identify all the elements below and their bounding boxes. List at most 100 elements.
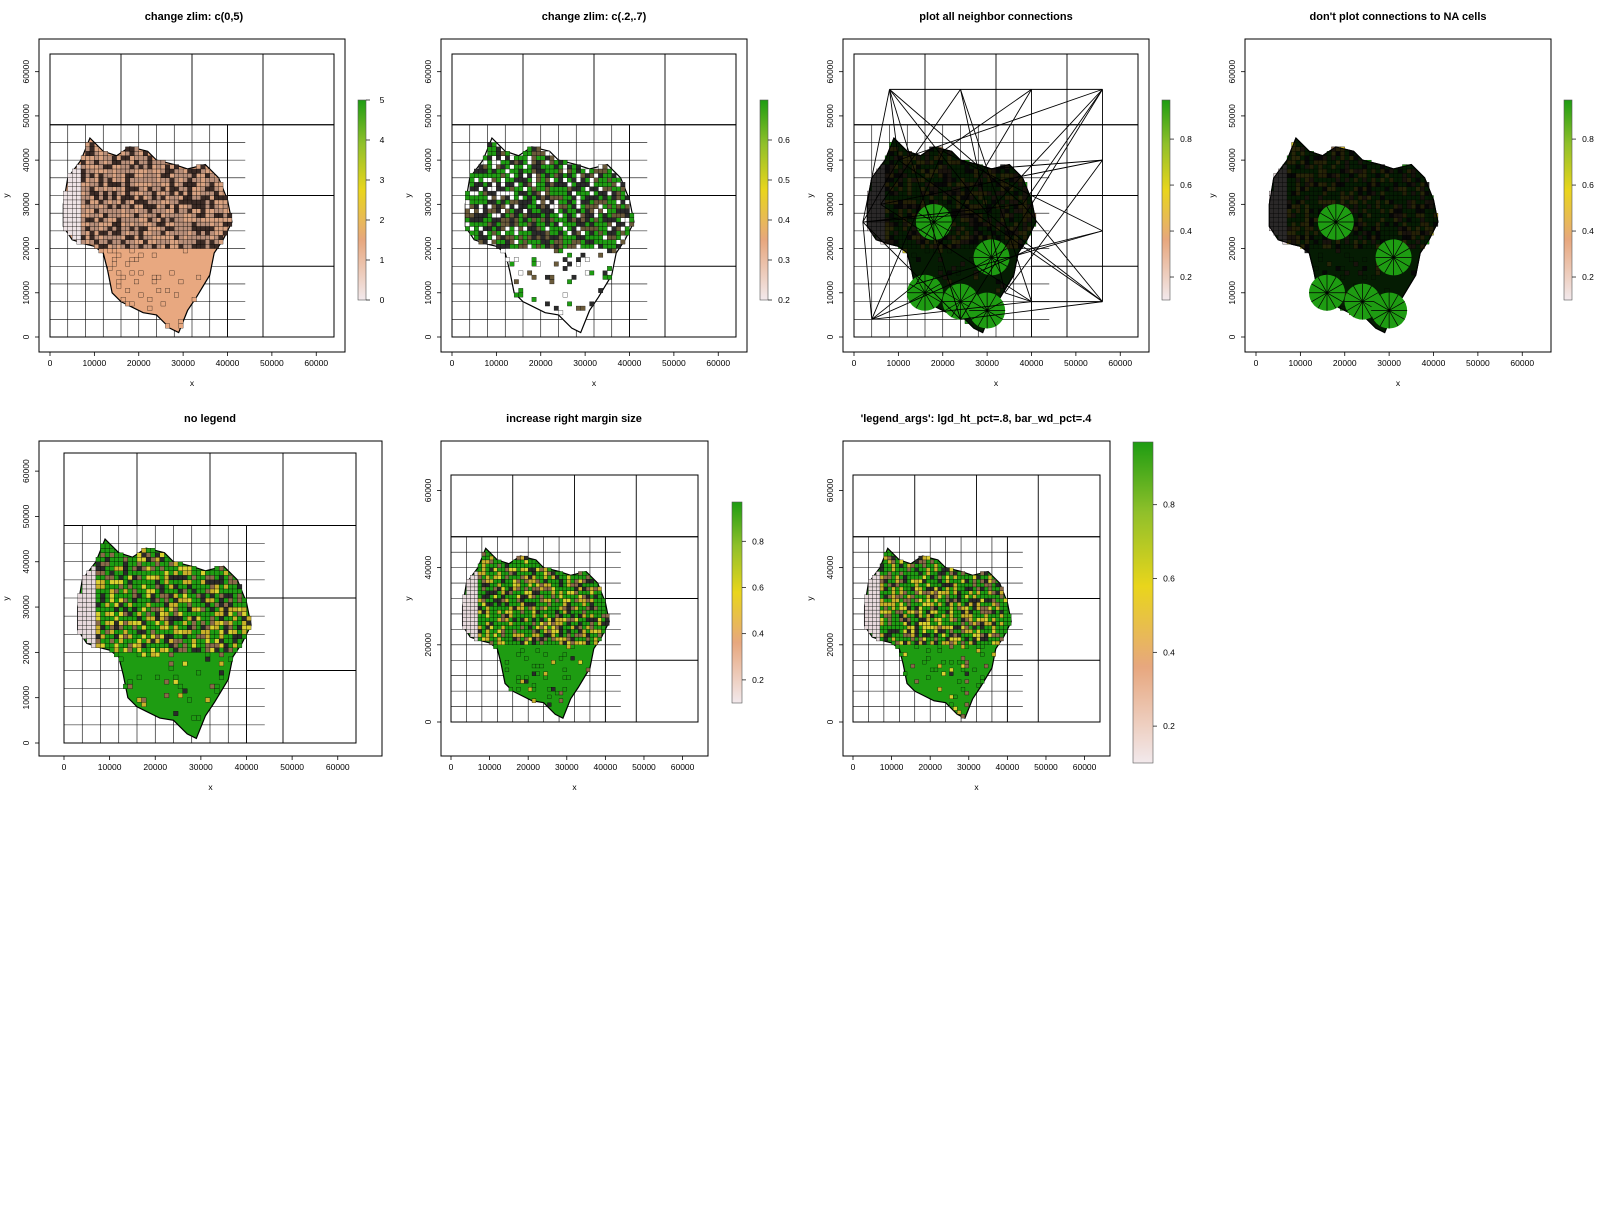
cell — [567, 583, 571, 587]
cell — [470, 218, 474, 222]
x-tick-label: 50000 — [1064, 358, 1088, 368]
cell — [178, 607, 183, 612]
cell — [482, 571, 486, 575]
cell — [524, 591, 528, 595]
cell — [528, 571, 532, 575]
cell — [87, 575, 92, 580]
cell — [169, 661, 174, 666]
cell — [160, 607, 165, 612]
cell — [128, 603, 133, 608]
cell — [205, 698, 210, 703]
cell — [519, 271, 523, 275]
cell — [572, 244, 576, 248]
cell — [87, 634, 92, 639]
cell — [146, 603, 151, 608]
cell — [559, 633, 563, 637]
cell — [205, 226, 209, 230]
cell — [544, 606, 548, 610]
cell — [598, 173, 602, 177]
cell — [119, 553, 124, 558]
cell — [547, 614, 551, 618]
cell — [493, 618, 497, 622]
cell — [532, 610, 536, 614]
cell — [151, 553, 156, 558]
cell — [187, 616, 192, 621]
cell — [142, 648, 147, 653]
cell — [179, 226, 183, 230]
cell — [547, 695, 551, 699]
cell — [132, 634, 137, 639]
cell — [470, 213, 474, 217]
cell — [160, 571, 165, 576]
x-axis-label: x — [1396, 378, 1401, 388]
cell — [130, 213, 134, 217]
cell — [90, 187, 94, 191]
cell — [536, 618, 540, 622]
cell — [536, 564, 540, 568]
cell — [496, 169, 500, 173]
cell — [108, 226, 112, 230]
cell — [78, 625, 83, 630]
cell — [99, 226, 103, 230]
cell — [581, 244, 585, 248]
cell — [563, 629, 567, 633]
cell — [590, 231, 594, 235]
cell — [536, 610, 540, 614]
legend-tick-label: 0.2 — [1582, 272, 1594, 282]
cell — [547, 602, 551, 606]
cell — [196, 200, 200, 204]
cell — [501, 637, 505, 641]
cell — [77, 204, 81, 208]
cell — [571, 606, 575, 610]
cell — [134, 222, 138, 226]
cell — [559, 240, 563, 244]
cell — [183, 612, 188, 617]
cell — [90, 213, 94, 217]
cell — [479, 213, 483, 217]
cell — [121, 173, 125, 177]
cell — [559, 187, 563, 191]
cell — [479, 222, 483, 226]
cell — [479, 173, 483, 177]
cell — [160, 553, 165, 558]
cell — [482, 552, 486, 556]
cell — [112, 178, 116, 182]
cell — [541, 226, 545, 230]
cell — [612, 182, 616, 186]
cell — [169, 571, 174, 576]
cell — [68, 196, 72, 200]
cell — [488, 222, 492, 226]
cell — [228, 580, 233, 585]
cell — [520, 583, 524, 587]
y-tick-label: 20000 — [1227, 236, 1237, 260]
cell — [541, 222, 545, 226]
cell — [559, 310, 563, 314]
cell — [581, 306, 585, 310]
cell — [219, 580, 224, 585]
cell-mosaic — [463, 552, 610, 706]
cell — [164, 648, 169, 653]
cell — [146, 575, 151, 580]
cell — [165, 288, 169, 292]
cell — [155, 589, 160, 594]
cell — [130, 235, 134, 239]
cell — [146, 639, 151, 644]
cell — [210, 173, 214, 177]
cell — [146, 566, 151, 571]
cell — [161, 196, 165, 200]
cell — [174, 711, 179, 716]
cell — [514, 257, 518, 261]
cell — [99, 209, 103, 213]
cell — [192, 575, 197, 580]
cell — [545, 235, 549, 239]
cell — [130, 218, 134, 222]
x-tick-label: 30000 — [1377, 358, 1401, 368]
cell — [157, 240, 161, 244]
cell — [536, 196, 540, 200]
cell — [572, 240, 576, 244]
cell — [607, 240, 611, 244]
cell — [94, 231, 98, 235]
cell — [550, 156, 554, 160]
cell — [474, 196, 478, 200]
cell — [90, 226, 94, 230]
